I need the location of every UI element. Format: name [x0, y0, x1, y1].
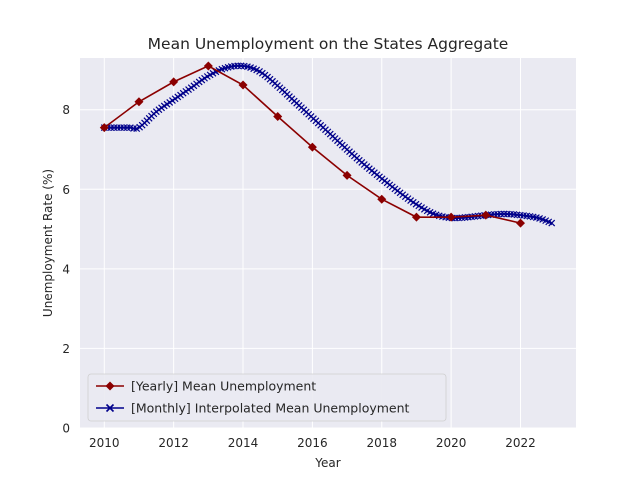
legend-label-monthly: [Monthly] Interpolated Mean Unemployment	[131, 401, 410, 416]
series-layer	[99, 61, 556, 228]
x-tick-label: 2018	[366, 436, 397, 450]
legend: [Yearly] Mean Unemployment [Monthly] Int…	[87, 373, 447, 422]
y-tick-label: 2	[62, 342, 70, 356]
x-tick-label: 2016	[297, 436, 328, 450]
x-tick-label: 2012	[158, 436, 189, 450]
x-tick-label: 2022	[505, 436, 536, 450]
yearly-point	[273, 111, 283, 121]
yearly-point	[411, 212, 421, 222]
yearly-point	[446, 212, 456, 222]
monthly-point	[548, 219, 556, 227]
y-axis-label: Unemployment Rate (%)	[41, 169, 55, 317]
legend-marker-monthly	[105, 403, 115, 413]
yearly-point	[99, 123, 109, 133]
yearly-point	[481, 210, 491, 220]
ticks: 2010 2012 2014 2016 2018 2020 2022 0 2 4 6 8	[62, 103, 535, 450]
y-tick-label: 0	[62, 422, 70, 436]
yearly-point	[203, 61, 213, 71]
yearly-point	[169, 77, 179, 87]
yearly-point	[307, 142, 317, 152]
yearly-point	[238, 80, 248, 90]
legend-marker-yearly	[105, 381, 115, 391]
chart-title: Mean Unemployment on the States Aggregat…	[148, 35, 509, 53]
yearly-point	[516, 218, 526, 228]
yearly-point	[342, 170, 352, 180]
legend-box	[87, 373, 447, 422]
yearly-point	[377, 194, 387, 204]
y-tick-label: 4	[62, 262, 70, 276]
series-markers-monthly	[100, 62, 556, 227]
x-tick-label: 2020	[436, 436, 467, 450]
legend-label-yearly: [Yearly] Mean Unemployment	[131, 379, 316, 394]
yearly-point	[134, 97, 144, 107]
x-axis-label: Year	[314, 456, 340, 470]
plot-area	[80, 58, 576, 428]
y-tick-label: 8	[62, 103, 70, 117]
x-tick-label: 2010	[89, 436, 120, 450]
y-tick-label: 6	[62, 183, 70, 197]
x-tick-label: 2014	[228, 436, 259, 450]
grid	[80, 58, 576, 429]
